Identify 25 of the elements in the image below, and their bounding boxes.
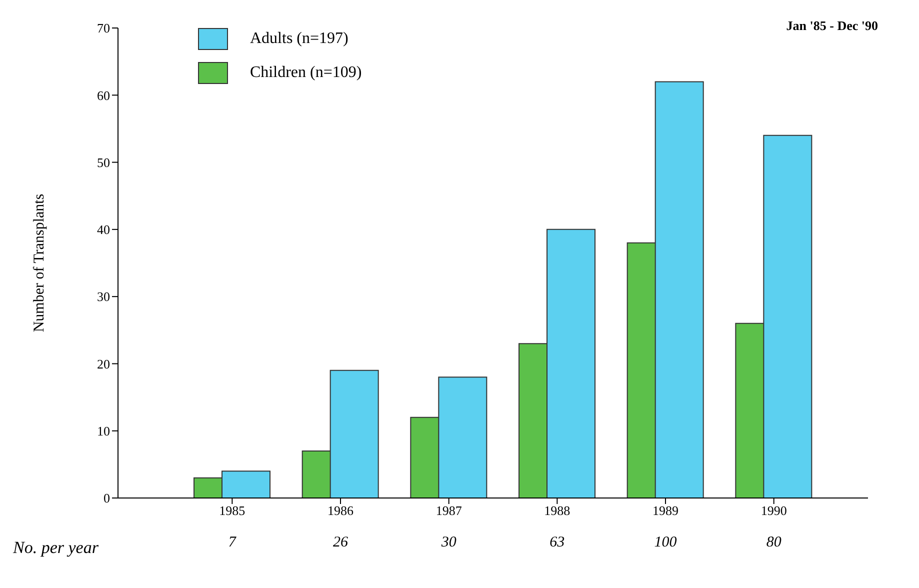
y-tick-label: 30 [97,289,110,304]
x-tick-label: 1986 [328,503,354,518]
y-tick-label: 10 [97,423,110,438]
text: No. per year [13,538,98,558]
annotation: Jan '85 - Dec '90 [786,18,878,34]
x-tick-label: 1989 [652,503,678,518]
total-label: 100 [654,534,678,551]
x-tick-label: 1988 [544,503,570,518]
y-tick-label: 50 [97,154,110,170]
total-label: 30 [440,534,457,551]
legend-label: Adults (n=197) [250,30,348,48]
total-label: 7 [228,534,238,551]
y-tick-label: 20 [97,356,110,372]
total-label: 63 [550,534,565,551]
y-tick-label: 70 [97,20,110,36]
y-axis-title: Number of Transplants [31,194,48,332]
x-tick-label: 1985 [219,503,246,518]
legend-label: Children (n=109) [250,64,362,82]
y-tick-label: 40 [97,222,110,238]
y-tick-label: 60 [97,88,110,103]
total-label: 80 [766,534,782,551]
x-tick-label: 1987 [436,503,462,518]
y-tick-label: 0 [104,490,110,506]
total-label: 26 [333,534,348,551]
x-tick-label: 1990 [760,503,787,518]
